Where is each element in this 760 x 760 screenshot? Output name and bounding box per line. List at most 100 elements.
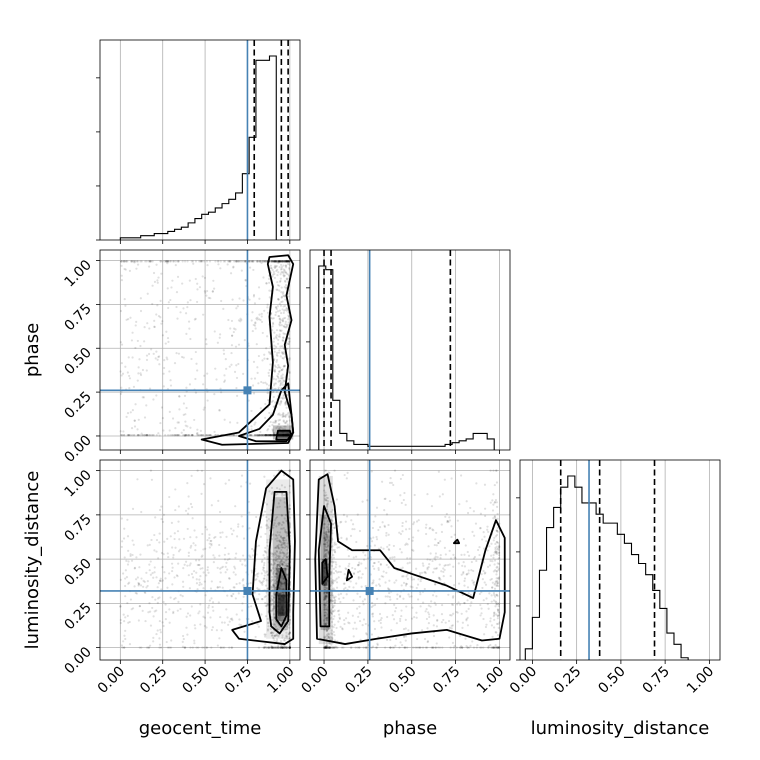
sample-point (278, 427, 281, 430)
sample-point (126, 614, 129, 617)
sample-point (377, 560, 380, 564)
sample-point (493, 500, 497, 504)
sample-point (278, 557, 281, 560)
sample-point (158, 355, 161, 358)
sample-point (483, 581, 486, 584)
sample-point (324, 469, 328, 472)
sample-point (169, 379, 172, 382)
sample-point (388, 548, 391, 552)
sample-point (146, 544, 149, 547)
sample-point (279, 540, 282, 543)
sample-point (266, 391, 269, 395)
sample-point (206, 399, 209, 402)
sample-point (277, 386, 280, 389)
sample-point (263, 564, 266, 567)
sample-point (279, 561, 282, 564)
sample-point (282, 365, 285, 368)
sample-point (163, 571, 166, 574)
sample-point (331, 519, 334, 522)
sample-point (256, 316, 259, 319)
sample-point (223, 558, 227, 561)
sample-point (324, 611, 327, 614)
sample-point (389, 598, 392, 601)
sample-point (435, 531, 438, 535)
sample-point (131, 507, 135, 510)
sample-point (323, 591, 326, 594)
y-axis-label-phase: phase (22, 323, 43, 377)
sample-point (327, 530, 331, 533)
sample-point (447, 593, 450, 596)
sample-point (243, 260, 247, 263)
sample-point (167, 555, 170, 559)
sample-point (479, 526, 482, 530)
sample-point (277, 260, 280, 263)
sample-point (286, 260, 289, 263)
sample-point (325, 646, 328, 649)
sample-point (127, 582, 130, 585)
sample-point (274, 419, 277, 422)
sample-point (287, 623, 291, 627)
sample-point (164, 433, 167, 437)
sample-point (276, 539, 279, 542)
sample-point (280, 324, 283, 327)
sample-point (274, 335, 278, 338)
sample-point (278, 540, 281, 543)
sample-point (206, 264, 209, 267)
sample-point (339, 600, 342, 604)
sample-point (196, 469, 199, 472)
sample-point (279, 580, 282, 584)
sample-point (269, 433, 272, 437)
sample-point (119, 605, 122, 608)
sample-point (288, 267, 291, 270)
sample-point (262, 568, 265, 571)
sample-point (185, 433, 188, 437)
sample-point (496, 646, 499, 649)
sample-point (279, 527, 283, 530)
sample-point (277, 546, 280, 549)
sample-point (229, 421, 232, 424)
sample-point (440, 612, 444, 616)
sample-point (275, 638, 279, 641)
sample-point (237, 260, 240, 263)
sample-point (361, 623, 364, 627)
sample-point (119, 618, 122, 622)
sample-point (364, 622, 367, 626)
sample-point (466, 586, 470, 589)
sample-point (213, 392, 216, 396)
sample-point (497, 626, 500, 629)
sample-point (273, 433, 276, 437)
sample-point (481, 578, 484, 581)
sample-point (266, 541, 269, 544)
sample-point (433, 567, 436, 570)
sample-point (386, 587, 390, 590)
sample-point (480, 646, 483, 649)
sample-point (145, 354, 149, 357)
sample-point (244, 260, 247, 263)
sample-point (451, 596, 455, 599)
sample-point (150, 538, 153, 542)
sample-point (494, 646, 497, 649)
sample-point (272, 432, 276, 435)
sample-point (288, 340, 291, 343)
sample-point (331, 508, 334, 512)
sample-point (288, 419, 291, 422)
sample-point (404, 618, 407, 621)
sample-point (166, 287, 169, 290)
sample-point (275, 358, 279, 362)
sample-point (176, 575, 179, 578)
sample-point (417, 646, 420, 649)
sample-point (327, 539, 330, 542)
sample-point (287, 546, 290, 550)
sample-point (496, 552, 499, 555)
sample-point (185, 332, 188, 336)
sample-point (326, 619, 329, 622)
sample-point (323, 591, 326, 594)
sample-point (332, 610, 335, 613)
sample-point (255, 260, 258, 263)
sample-point (282, 412, 285, 415)
sample-point (168, 646, 171, 649)
sample-point (226, 263, 229, 266)
sample-point (498, 545, 501, 548)
sample-point (281, 260, 284, 263)
sample-point (279, 403, 282, 406)
